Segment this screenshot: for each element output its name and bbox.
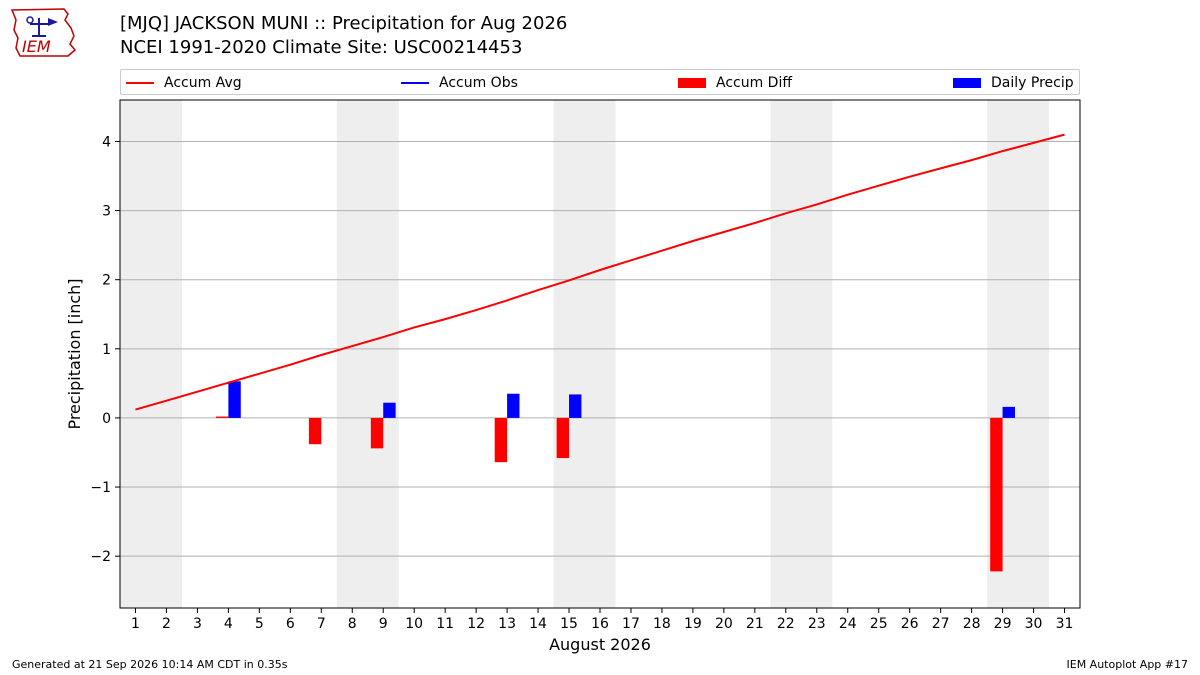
legend-swatch-daily-precip bbox=[953, 78, 981, 88]
x-tick-label-28: 28 bbox=[963, 616, 981, 632]
legend-label-accum-avg: Accum Avg bbox=[164, 75, 242, 91]
y-tick-label-4: 4 bbox=[102, 134, 111, 150]
x-tick-label-18: 18 bbox=[653, 616, 671, 632]
daily-precip-bar-day-13 bbox=[507, 393, 520, 418]
x-tick-label-9: 9 bbox=[379, 616, 388, 632]
y-axis-label: Precipitation [inch] bbox=[65, 278, 84, 429]
x-tick-label-24: 24 bbox=[839, 616, 857, 632]
x-tick-label-10: 10 bbox=[405, 616, 423, 632]
chart-subtitle: NCEI 1991-2020 Climate Site: USC00214453 bbox=[120, 37, 523, 58]
accum-diff-bar-day-13 bbox=[494, 417, 508, 463]
legend-item-accum-diff: Accum Diff bbox=[678, 74, 792, 92]
legend-item-daily-precip: Daily Precip bbox=[953, 74, 1074, 92]
x-tick-label-6: 6 bbox=[286, 616, 295, 632]
x-tick-label-1: 1 bbox=[131, 616, 140, 632]
x-tick-label-16: 16 bbox=[591, 616, 609, 632]
legend-label-accum-obs: Accum Obs bbox=[439, 75, 518, 91]
accum-diff-bar-day-7 bbox=[308, 417, 322, 445]
x-tick-label-11: 11 bbox=[436, 616, 454, 632]
daily-precip-bar-day-9 bbox=[383, 402, 396, 418]
y-tick-label-3: 3 bbox=[102, 204, 111, 220]
y-tick-label-2: 2 bbox=[102, 273, 111, 289]
logo-text: IEM bbox=[22, 37, 51, 56]
x-tick-label-22: 22 bbox=[777, 616, 795, 632]
x-tick-label-14: 14 bbox=[529, 616, 547, 632]
legend-swatch-accum-diff bbox=[678, 78, 706, 88]
x-tick-label-17: 17 bbox=[622, 616, 640, 632]
x-tick-label-12: 12 bbox=[467, 616, 485, 632]
x-tick-label-19: 19 bbox=[684, 616, 702, 632]
x-tick-label-3: 3 bbox=[193, 616, 202, 632]
x-tick-label-5: 5 bbox=[255, 616, 264, 632]
x-tick-label-29: 29 bbox=[994, 616, 1012, 632]
y-tick-label--1: −1 bbox=[90, 480, 111, 496]
x-tick-label-8: 8 bbox=[348, 616, 357, 632]
x-tick-label-15: 15 bbox=[560, 616, 578, 632]
x-tick-label-30: 30 bbox=[1025, 616, 1043, 632]
series-lines bbox=[135, 133, 1065, 411]
accum-avg-line bbox=[135, 133, 1065, 411]
x-tick-label-20: 20 bbox=[715, 616, 733, 632]
daily-precip-bar-day-29 bbox=[1002, 406, 1015, 418]
x-tick-label-26: 26 bbox=[901, 616, 919, 632]
gridlines bbox=[120, 140, 1080, 557]
weekend-band-3 bbox=[553, 100, 616, 608]
x-axis-label: August 2026 bbox=[549, 635, 651, 654]
accum-diff-bar-day-9 bbox=[370, 417, 384, 449]
weekend-band-1 bbox=[120, 100, 182, 608]
footer-generated: Generated at 21 Sep 2026 10:14 AM CDT in… bbox=[12, 658, 288, 671]
x-tick-label-13: 13 bbox=[498, 616, 516, 632]
accum-diff-bar-day-29 bbox=[990, 417, 1003, 572]
x-tick-label-2: 2 bbox=[162, 616, 171, 632]
legend-swatch-accum-avg bbox=[126, 82, 154, 84]
legend-label-accum-diff: Accum Diff bbox=[716, 75, 793, 91]
legend-item-accum-obs: Accum Obs bbox=[401, 74, 518, 92]
x-tick-label-25: 25 bbox=[870, 616, 888, 632]
accum-diff-bar-day-15 bbox=[556, 417, 570, 459]
weekend-band-2 bbox=[336, 100, 399, 608]
footer-app: IEM Autoplot App #17 bbox=[1066, 658, 1189, 671]
x-tick-label-7: 7 bbox=[317, 616, 326, 632]
y-tick-label-1: 1 bbox=[102, 342, 111, 358]
x-tick-label-27: 27 bbox=[932, 616, 950, 632]
x-tick-label-31: 31 bbox=[1056, 616, 1074, 632]
chart-title: [MJQ] JACKSON MUNI :: Precipitation for … bbox=[120, 13, 568, 34]
accum-diff-bar-day-4 bbox=[216, 416, 229, 418]
daily-precip-bar-day-4 bbox=[228, 381, 241, 418]
bars bbox=[216, 381, 1015, 572]
legend-swatch-accum-obs bbox=[401, 82, 429, 84]
weekend-band-4 bbox=[770, 100, 833, 608]
daily-precip-bar-day-15 bbox=[569, 394, 582, 418]
y-tick-label--2: −2 bbox=[90, 549, 111, 565]
legend-item-accum-avg: Accum Avg bbox=[126, 74, 242, 92]
legend: Accum Avg Accum Obs Accum Diff Daily Pre… bbox=[120, 69, 1080, 95]
y-tick-label-0: 0 bbox=[102, 411, 111, 427]
legend-label-daily-precip: Daily Precip bbox=[991, 75, 1074, 91]
x-tick-label-23: 23 bbox=[808, 616, 826, 632]
x-tick-label-21: 21 bbox=[746, 616, 764, 632]
x-tick-label-4: 4 bbox=[224, 616, 233, 632]
iem-logo: IEM bbox=[10, 8, 77, 57]
